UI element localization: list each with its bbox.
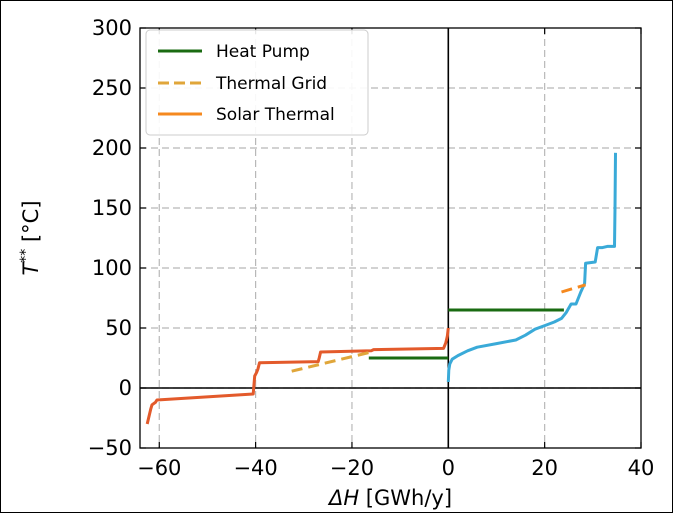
series-line-1 — [446, 152, 617, 383]
legend: Heat Pump Thermal Grid Solar Thermal — [145, 29, 369, 136]
y-tick-label: 200 — [92, 136, 132, 160]
x-axis-symbol: ΔH — [327, 486, 359, 510]
y-axis-superscript: ** — [18, 249, 34, 263]
legend-entry-solar-thermal: Solar Thermal — [158, 105, 335, 125]
series-line-5 — [561, 283, 587, 294]
x-tick-label: −60 — [137, 456, 181, 480]
y-axis-title: T** [°C] — [18, 200, 43, 275]
y-tick-label: 0 — [119, 376, 132, 400]
x-tick-label: −20 — [330, 456, 374, 480]
legend-entry-heat-pump: Heat Pump — [158, 42, 310, 62]
x-tick-label: 0 — [442, 456, 455, 480]
axis-ticks: −60 −40 −20 0 20 40 −50 0 50 100 150 200 250 300 — [88, 16, 655, 480]
legend-label-heat-pump: Heat Pump — [216, 42, 310, 62]
legend-box — [145, 29, 369, 136]
series-line-4 — [291, 350, 372, 373]
y-axis-symbol: T — [19, 261, 43, 276]
x-tick-label: 20 — [531, 456, 558, 480]
legend-entry-thermal-grid: Thermal Grid — [158, 74, 327, 94]
series-line-0 — [145, 327, 450, 425]
y-tick-label: 100 — [92, 256, 132, 280]
plot-area-border — [139, 27, 642, 449]
y-tick-label: −50 — [88, 436, 132, 460]
x-axis-unit: [GWh/y] — [359, 486, 452, 510]
y-tick-label: 50 — [105, 316, 132, 340]
y-axis-unit: [°C] — [19, 200, 43, 248]
legend-label-solar-thermal: Solar Thermal — [216, 105, 335, 125]
legend-label-thermal-grid: Thermal Grid — [215, 74, 327, 94]
x-tick-label: −40 — [233, 456, 277, 480]
x-axis-title: ΔH [GWh/y] — [327, 486, 452, 510]
y-tick-label: 150 — [92, 196, 132, 220]
data-series — [145, 152, 617, 425]
y-tick-label: 250 — [92, 76, 132, 100]
y-tick-label: 300 — [92, 16, 132, 40]
x-tick-label: 40 — [628, 456, 655, 480]
